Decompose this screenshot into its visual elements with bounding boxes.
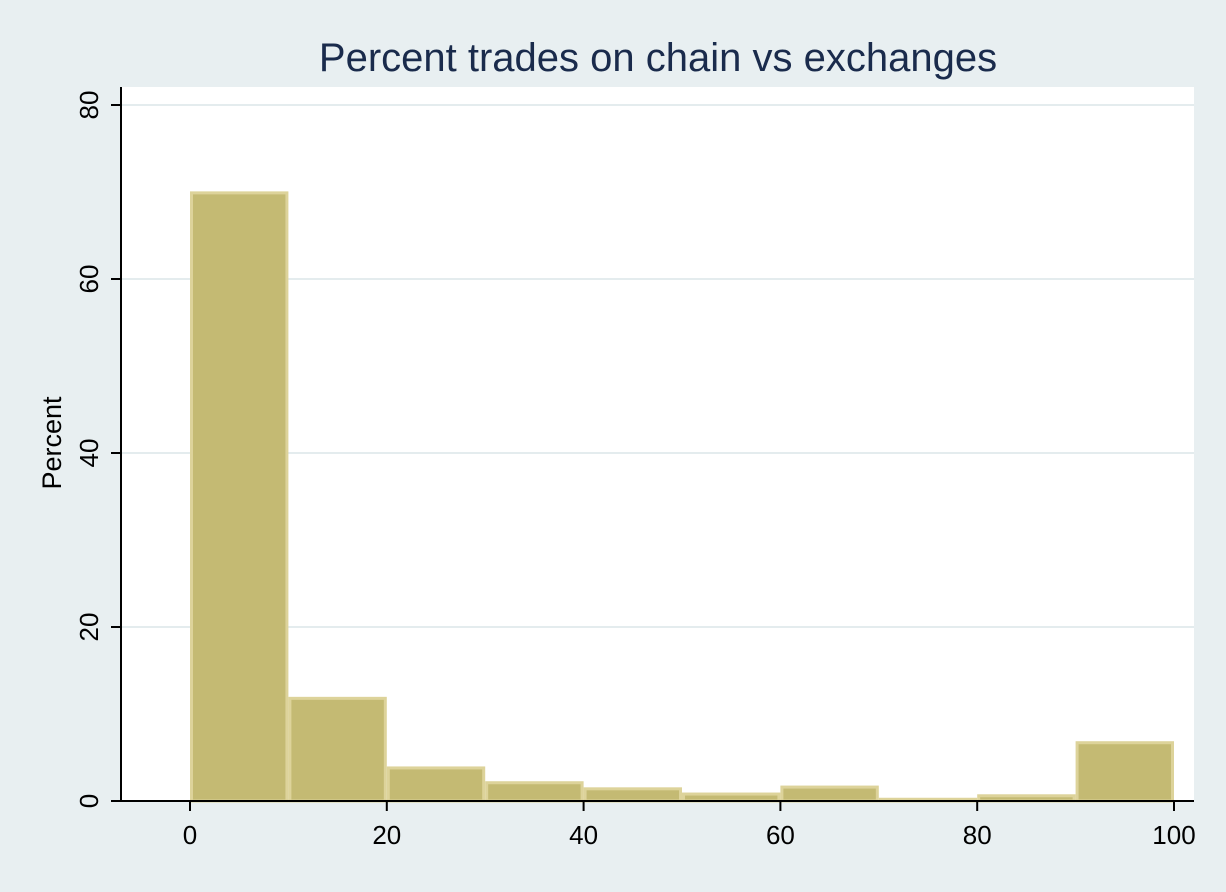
x-tick-label-60: 60 (766, 820, 795, 850)
bar-2 (386, 766, 486, 803)
x-tick-label-0: 0 (183, 820, 197, 850)
bar-3 (485, 781, 584, 803)
y-tick-label-60: 60 (74, 265, 104, 294)
plot-area (121, 87, 1194, 801)
gridlines (121, 104, 1194, 628)
y-tick-label-80: 80 (74, 91, 104, 120)
bar-5 (682, 792, 781, 803)
axes: 0 20 40 60 80 0 20 40 60 80 100 (74, 87, 1196, 850)
bar-0 (190, 191, 289, 803)
x-tick-label-80: 80 (963, 820, 992, 850)
y-tick-label-20: 20 (74, 613, 104, 642)
x-tick-label-40: 40 (569, 820, 598, 850)
x-tick-label-100: 100 (1152, 820, 1195, 850)
bar-9 (1075, 741, 1174, 803)
y-tick-label-0: 0 (74, 794, 104, 808)
bar-6 (780, 785, 879, 803)
bar-1 (288, 696, 387, 803)
y-tick-label-40: 40 (74, 439, 104, 468)
x-tick-label-20: 20 (372, 820, 401, 850)
y-axis-label: Percent (37, 396, 67, 490)
chart-title: Percent trades on chain vs exchanges (319, 36, 997, 80)
bar-4 (583, 787, 682, 803)
